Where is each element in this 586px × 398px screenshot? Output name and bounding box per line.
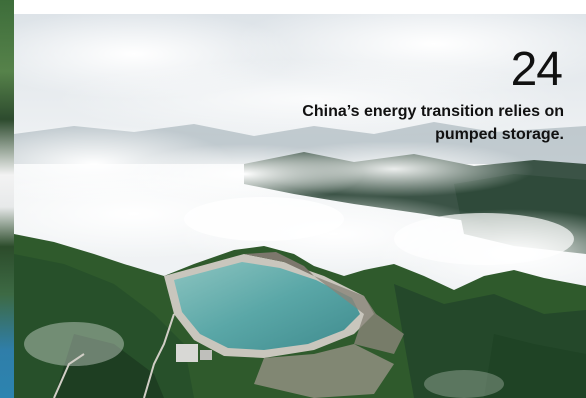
slide-caption: China’s energy transition relies on pump… <box>302 103 564 143</box>
reservoir-photo <box>14 14 586 398</box>
previous-slide-edge[interactable] <box>0 0 14 398</box>
slide-number: 24 <box>510 43 563 96</box>
landscape-illustration <box>14 14 586 398</box>
